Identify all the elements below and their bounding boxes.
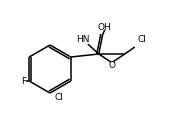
Text: HN: HN [76, 35, 90, 45]
Text: OH: OH [98, 22, 112, 31]
Text: Cl: Cl [54, 93, 63, 103]
Text: F: F [21, 77, 26, 86]
Text: Cl: Cl [137, 35, 146, 45]
Text: O: O [108, 62, 115, 71]
